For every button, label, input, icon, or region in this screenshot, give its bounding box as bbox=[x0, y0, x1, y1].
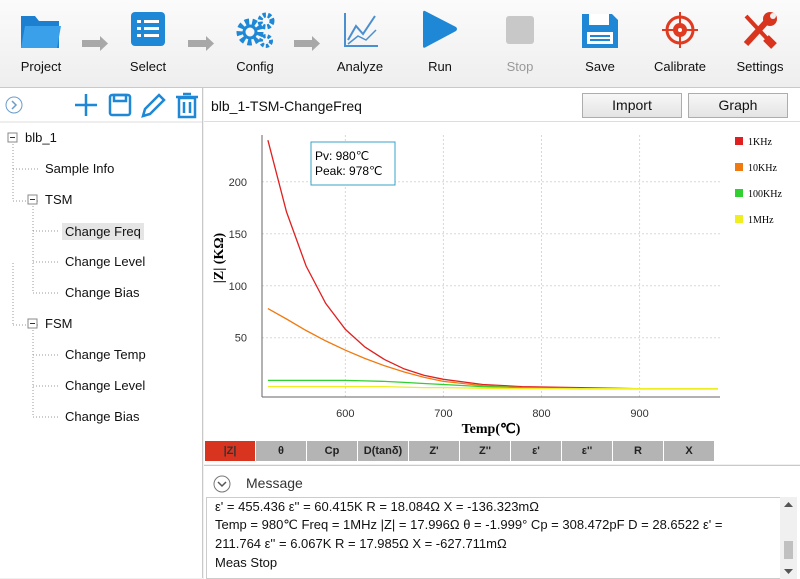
tree-node[interactable]: Sample Info bbox=[45, 161, 115, 176]
main-panel: blb_1-TSM-ChangeFreq Import Graph bbox=[204, 88, 800, 464]
chart-tab[interactable]: ε' bbox=[511, 441, 561, 461]
data-line bbox=[267, 308, 718, 390]
tree-node[interactable]: TSM bbox=[45, 192, 73, 207]
x-axis-label: Temp(℃) bbox=[462, 422, 521, 437]
sidebar-graphics bbox=[0, 92, 202, 418]
toolbar-button[interactable]: Project bbox=[1, 10, 81, 74]
chart-tab[interactable]: Z' bbox=[409, 441, 459, 461]
toolbar-label: Save bbox=[585, 59, 615, 74]
tree-node[interactable]: Change Bias bbox=[65, 409, 140, 424]
toolbar-label: Run bbox=[428, 59, 452, 74]
legend-label: 10KHz bbox=[748, 163, 777, 174]
plot-area bbox=[267, 140, 718, 390]
x-tick-label: 600 bbox=[336, 408, 354, 420]
panel-title: blb_1-TSM-ChangeFreq bbox=[211, 98, 362, 114]
tree-node[interactable]: Change Temp bbox=[65, 347, 146, 362]
import-button[interactable]: Import bbox=[582, 93, 682, 118]
message-line: ε' = 455.436 ε'' = 60.415K R = 18.084Ω X… bbox=[215, 499, 539, 514]
toolbar-button[interactable]: Run bbox=[400, 10, 480, 74]
tree-node[interactable]: Change Level bbox=[65, 254, 146, 269]
toolbar-label: Analyze bbox=[336, 59, 384, 74]
tree-node[interactable]: Change Bias bbox=[65, 285, 140, 300]
legend-swatch bbox=[735, 215, 743, 223]
x-tick-label: 800 bbox=[532, 408, 550, 420]
scrollbar[interactable] bbox=[780, 497, 797, 579]
annotation-box bbox=[310, 141, 396, 186]
chart-tab[interactable]: θ bbox=[256, 441, 306, 461]
chart: 600 700 800 900 50 100 150 200 Temp(℃) |Z| (KΩ) 1K… bbox=[212, 135, 782, 437]
toolbar-label: Settings bbox=[736, 59, 784, 74]
graph-button[interactable]: Graph bbox=[688, 93, 788, 118]
x-tick-label: 900 bbox=[630, 408, 648, 420]
toolbar-button[interactable]: Analyze bbox=[320, 10, 400, 74]
tree-node[interactable]: FSM bbox=[45, 316, 73, 331]
data-line bbox=[267, 140, 718, 390]
y-tick-label: 50 bbox=[235, 333, 247, 345]
chart-tab[interactable]: Z'' bbox=[460, 441, 510, 461]
tree-node[interactable]: Change Level bbox=[65, 378, 146, 393]
y-tick-label: 200 bbox=[229, 177, 247, 189]
toolbar-label: Project bbox=[20, 59, 62, 74]
legend-swatch bbox=[735, 163, 743, 171]
data-line bbox=[267, 385, 718, 390]
message-line: Meas Stop bbox=[215, 555, 278, 570]
toolbar-button[interactable]: Calibrate bbox=[640, 10, 720, 74]
chart-tab[interactable]: X bbox=[664, 441, 714, 461]
tree-node[interactable]: blb_1 bbox=[25, 130, 57, 145]
message-title: Message bbox=[246, 475, 303, 491]
x-tick-label: 700 bbox=[434, 408, 452, 420]
toolbar-button[interactable]: Save bbox=[560, 10, 640, 74]
annotation: Pv: 980℃ bbox=[315, 149, 369, 163]
message-panel: Message ε' = 455.436 ε'' = 60.415K R = 1… bbox=[204, 465, 800, 579]
message-line: Temp = 980℃ Freq = 1MHz |Z| = 17.996Ω θ … bbox=[215, 517, 723, 532]
chart-tab[interactable]: ε'' bbox=[562, 441, 612, 461]
toolbar-button[interactable]: Settings bbox=[720, 10, 800, 74]
legend-label: 100KHz bbox=[748, 189, 782, 200]
toolbar-button[interactable]: Select bbox=[108, 10, 188, 74]
legend-label: 1KHz bbox=[748, 137, 772, 148]
tree-node[interactable]: Change Freq bbox=[62, 223, 144, 240]
collapse-icon[interactable] bbox=[212, 474, 232, 494]
message-log: ε' = 455.436 ε'' = 60.415K R = 18.084Ω X… bbox=[206, 497, 783, 579]
chart-tab[interactable]: |Z| bbox=[205, 441, 255, 461]
toolbar-label: Config bbox=[236, 59, 274, 74]
sidebar: blb_1 Sample Info TSM Change Freq Change… bbox=[0, 88, 203, 578]
chart-tab[interactable]: Cp bbox=[307, 441, 357, 461]
toolbar: Project Select Config Analyze Run Stop S… bbox=[0, 0, 800, 88]
toolbar-button[interactable]: Config bbox=[215, 10, 295, 74]
legend-label: 1MHz bbox=[748, 215, 774, 226]
message-line: 211.764 ε'' = 6.067K R = 17.985Ω X = -62… bbox=[215, 536, 507, 551]
toolbar-label: Stop bbox=[506, 59, 534, 74]
tab-bar: |Z| θ Cp D(tanδ) Z' Z'' ε' ε'' R X bbox=[205, 441, 715, 461]
separator bbox=[204, 121, 800, 122]
toolbar-arrows bbox=[82, 36, 320, 51]
y-tick-label: 100 bbox=[229, 281, 247, 293]
annotation: Peak: 978℃ bbox=[315, 164, 383, 178]
toolbar-label: Select bbox=[129, 59, 167, 74]
toolbar-button[interactable]: Stop bbox=[480, 10, 560, 74]
legend-swatch bbox=[735, 137, 743, 145]
toolbar-label: Calibrate bbox=[653, 59, 707, 74]
chart-tab[interactable]: R bbox=[613, 441, 663, 461]
chart-tab[interactable]: D(tanδ) bbox=[358, 441, 408, 461]
y-axis-label: |Z| (KΩ) bbox=[212, 232, 227, 283]
y-tick-label: 150 bbox=[229, 229, 247, 241]
legend-swatch bbox=[735, 189, 743, 197]
